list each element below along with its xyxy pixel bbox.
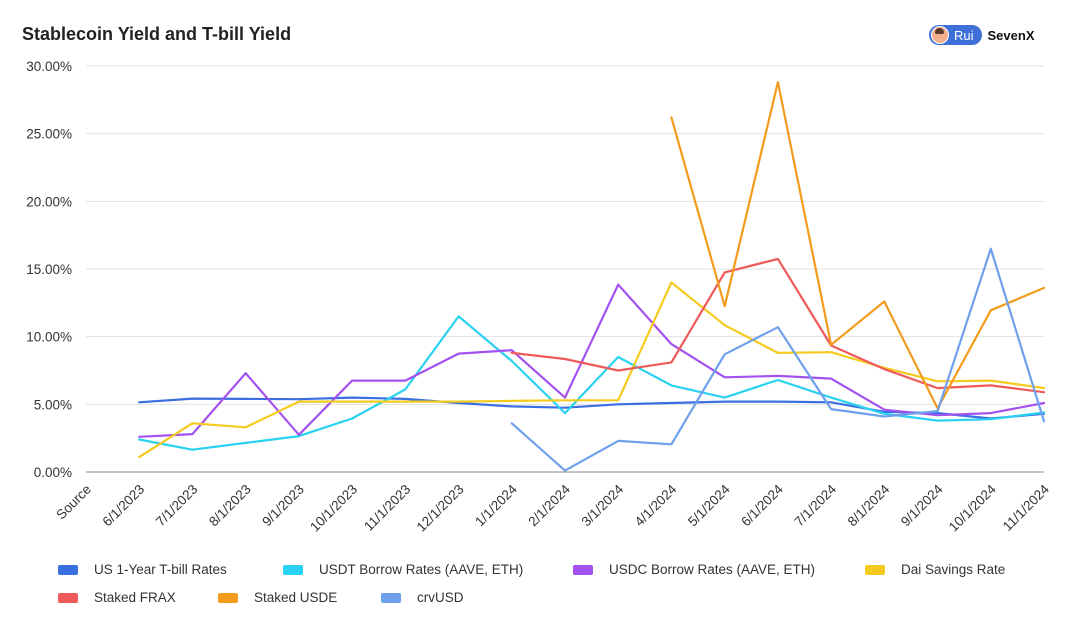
legend-label: Staked FRAX bbox=[94, 590, 176, 605]
series-lines bbox=[138, 81, 1046, 472]
brand-badge: Rui SevenX bbox=[929, 24, 1035, 46]
legend-item[interactable]: USDT Borrow Rates (AAVE, ETH) bbox=[283, 562, 523, 577]
chart-title: Stablecoin Yield and T-bill Yield bbox=[22, 24, 292, 44]
x-tick-label: 7/1/2023 bbox=[153, 482, 201, 530]
x-tick-label: 10/1/2023 bbox=[307, 482, 360, 535]
legend-label: US 1-Year T-bill Rates bbox=[94, 562, 227, 577]
x-axis-ticks: Source 6/1/2023 7/1/2023 8/1/2023 9/1/2023 10… bbox=[53, 481, 1052, 534]
x-tick-label: 10/1/2024 bbox=[946, 481, 999, 534]
series-line bbox=[138, 283, 1046, 438]
legend-label: USDC Borrow Rates (AAVE, ETH) bbox=[609, 562, 816, 577]
user-pill: Rui bbox=[929, 25, 982, 45]
x-tick-label: 12/1/2023 bbox=[414, 482, 467, 535]
legend-item[interactable]: USDC Borrow Rates (AAVE, ETH) bbox=[573, 562, 815, 577]
x-tick-label: 2/1/2024 bbox=[525, 481, 573, 529]
legend-swatch bbox=[573, 564, 593, 575]
y-tick-label: 20.00% bbox=[26, 194, 72, 209]
x-tick-label: 7/1/2024 bbox=[791, 481, 839, 529]
legend-swatch bbox=[865, 564, 885, 575]
legend-item[interactable]: Staked USDE bbox=[218, 590, 337, 605]
y-tick-label: 15.00% bbox=[26, 262, 72, 277]
x-tick-label: 8/1/2023 bbox=[206, 482, 254, 530]
x-tick-label: 11/1/2024 bbox=[1000, 481, 1053, 534]
x-tick-label: 11/1/2023 bbox=[361, 482, 413, 534]
y-tick-label: 0.00% bbox=[34, 465, 72, 480]
series-line bbox=[138, 396, 1046, 420]
series-line bbox=[670, 81, 1046, 410]
x-tick-label: 5/1/2024 bbox=[685, 481, 733, 529]
brand-user: Rui bbox=[954, 27, 974, 43]
x-tick-label: 9/1/2024 bbox=[898, 481, 946, 529]
legend-swatch bbox=[58, 592, 78, 603]
y-axis-ticks: 0.00% 5.00% 10.00% 15.00% 20.00% 25.00% 30.00% bbox=[26, 59, 72, 480]
series-line bbox=[138, 281, 1046, 459]
y-tick-label: 25.00% bbox=[26, 127, 72, 142]
legend-label: USDT Borrow Rates (AAVE, ETH) bbox=[319, 562, 524, 577]
legend-item[interactable]: US 1-Year T-bill Rates bbox=[58, 562, 227, 577]
legend-label: Dai Savings Rate bbox=[901, 562, 1006, 577]
x-tick-label: 6/1/2023 bbox=[100, 482, 148, 530]
legend-swatch bbox=[58, 564, 78, 575]
x-tick-label: 9/1/2023 bbox=[259, 482, 307, 530]
legend-swatch bbox=[218, 592, 238, 603]
grid bbox=[86, 65, 1044, 473]
series-line bbox=[510, 247, 1046, 472]
legend-label: crvUSD bbox=[417, 590, 464, 605]
x-tick-label: 1/1/2024 bbox=[472, 481, 520, 529]
y-tick-label: 10.00% bbox=[26, 330, 72, 345]
legend-swatch bbox=[381, 592, 401, 603]
avatar bbox=[931, 26, 949, 44]
series-line bbox=[510, 257, 1046, 394]
legend-label: Staked USDE bbox=[254, 590, 338, 605]
x-tick-label: 6/1/2024 bbox=[738, 481, 786, 529]
x-tick-label: 4/1/2024 bbox=[632, 481, 680, 529]
legend-item[interactable]: Dai Savings Rate bbox=[865, 562, 1005, 577]
legend-swatch bbox=[283, 564, 303, 575]
legend-item[interactable]: crvUSD bbox=[381, 590, 464, 605]
x-tick-label: 3/1/2024 bbox=[579, 481, 627, 529]
brand-name: SevenX bbox=[987, 27, 1035, 43]
y-tick-label: 5.00% bbox=[34, 397, 72, 412]
x-tick-label: Source bbox=[53, 482, 94, 523]
legend-item[interactable]: Staked FRAX bbox=[58, 590, 176, 605]
x-tick-label: 8/1/2024 bbox=[845, 481, 893, 529]
y-tick-label: 30.00% bbox=[26, 59, 72, 74]
